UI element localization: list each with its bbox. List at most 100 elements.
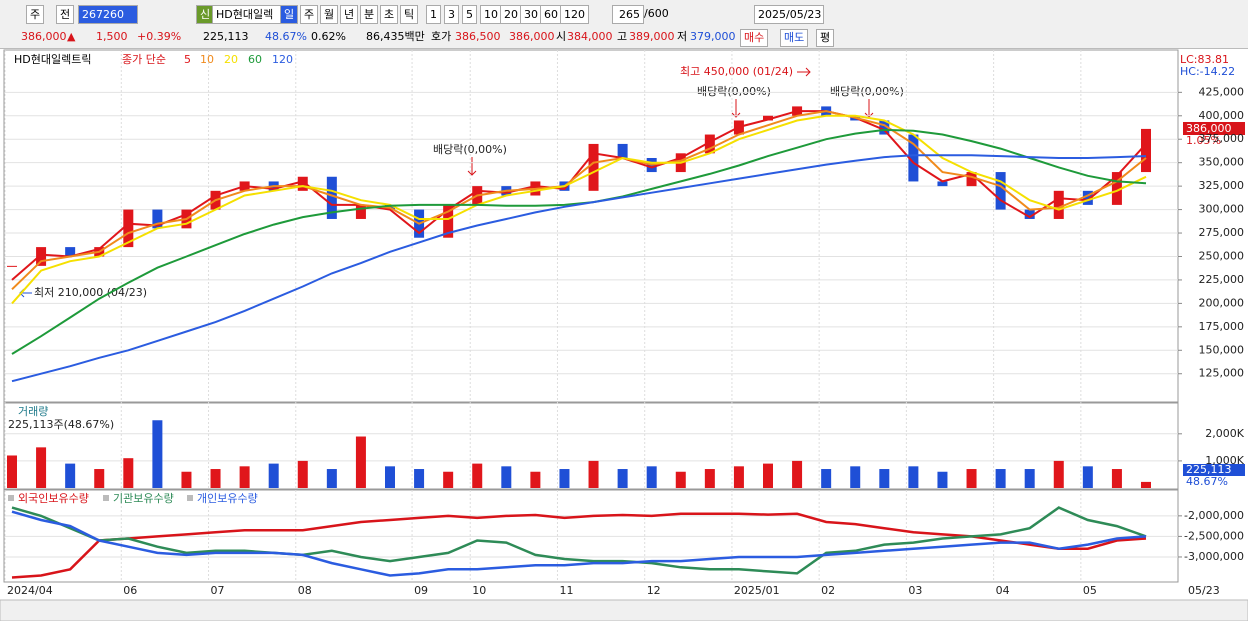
ma-line [11, 110, 1147, 281]
volume-bar [94, 469, 105, 488]
y-tick-label: 1,000K [1205, 454, 1244, 467]
open: 384,000 [567, 30, 613, 43]
period-button[interactable]: 일 [280, 5, 299, 24]
volume-bar [443, 471, 454, 488]
period-type[interactable]: 주 [26, 5, 45, 24]
volume-bar [879, 469, 890, 488]
candle [123, 209, 134, 248]
interval-button[interactable]: 120 [560, 5, 589, 24]
y-tick-label: 200,000 [1199, 296, 1245, 309]
interval-button[interactable]: 5 [462, 5, 477, 24]
y-tick-label: 250,000 [1199, 249, 1245, 262]
volume-bar [995, 469, 1006, 488]
x-tick-label: 12 [647, 584, 661, 597]
candle [1111, 172, 1122, 205]
volume-bar [966, 469, 977, 488]
y-tick-label: 225,000 [1199, 273, 1245, 286]
candle [617, 143, 628, 158]
candle [966, 172, 977, 187]
legend-title: HD현대일렉트릭 [14, 52, 91, 66]
candle [1053, 190, 1064, 219]
y-tick-label: 375,000 [1199, 132, 1245, 145]
candle [763, 115, 773, 121]
date-label: 05/23 [1188, 584, 1220, 597]
arrow: ▲ [67, 30, 76, 43]
count[interactable]: 265 [612, 5, 644, 24]
dividend-annotation: 배당락(0,00%) [433, 143, 507, 156]
volume-info: 225,113주(48.67%) [8, 418, 114, 431]
volume-bar [501, 466, 512, 488]
amount: 86,435백만 [366, 30, 425, 43]
period-button[interactable]: 틱 [400, 5, 419, 24]
legend-entry: 120 [272, 53, 293, 66]
change-pct: +0.39% [137, 30, 182, 43]
volume-bar [326, 469, 337, 488]
candle [588, 143, 599, 191]
volume-bar [646, 466, 657, 488]
legend-swatch [187, 495, 193, 501]
interval-button[interactable]: 30 [520, 5, 542, 24]
stock-name[interactable]: HD현대일렉 [212, 5, 282, 24]
volume-bar [704, 469, 715, 488]
candle [879, 120, 890, 135]
sell-button[interactable]: 매도 [780, 29, 809, 47]
low-annotation: 최저 210,000 (04/23) [34, 286, 147, 299]
legend-swatch [103, 495, 109, 501]
buy-button[interactable]: 매수 [740, 29, 769, 47]
candle [1024, 209, 1035, 219]
candle [7, 265, 17, 267]
ma-line [11, 154, 1147, 383]
y-tick-label: 2,000K [1205, 427, 1244, 440]
holding-line [11, 510, 1147, 577]
volume-title: 거래량 [18, 405, 48, 418]
holding-line [11, 512, 1147, 579]
x-tick-label: 03 [908, 584, 922, 597]
toolbar: 주 전 267260 신 HD현대일렉 일 주 월 년 분 초 틱 1 3 5 10 20 30 60 12… [0, 0, 1248, 29]
y-tick-label: 425,000 [1199, 85, 1245, 98]
interval-button[interactable]: 60 [540, 5, 562, 24]
count-max: /600 [644, 7, 669, 20]
volume-bar [821, 469, 832, 488]
x-tick-label: 02 [821, 584, 835, 597]
hc-label: HC:-14.22 [1180, 65, 1235, 78]
candle [326, 176, 337, 219]
volume-bar [1141, 481, 1151, 488]
volume-bar [559, 469, 570, 488]
eval-button[interactable]: 평 [816, 29, 835, 47]
period-button[interactable]: 주 [300, 5, 319, 24]
legend-entry: 10 [200, 53, 214, 66]
date-input[interactable]: 2025/05/23 [754, 5, 824, 24]
prev-button[interactable]: 전 [56, 5, 75, 24]
volume-pct: 48.67% [265, 30, 307, 43]
volume-bar [675, 471, 686, 488]
y-tick-label: 400,000 [1199, 109, 1245, 122]
interval-button[interactable]: 20 [500, 5, 522, 24]
bid-ask-label: 호가 [431, 30, 452, 43]
ma-line [11, 110, 1147, 291]
y-tick-label: 125,000 [1199, 367, 1245, 380]
y-tick-label: -2,000,000 [1184, 509, 1244, 522]
price-box [1183, 122, 1245, 135]
period-button[interactable]: 초 [380, 5, 399, 24]
interval-button[interactable]: 3 [444, 5, 459, 24]
code-input[interactable]: 267260 [78, 5, 138, 24]
x-tick-label: 2025/01 [734, 584, 780, 597]
volume-bar [36, 447, 47, 488]
high-label: 고 [617, 30, 628, 43]
period-button[interactable]: 년 [340, 5, 359, 24]
legend-entry: 60 [248, 53, 262, 66]
high-annotation: 최고 450,000 (01/24) [680, 65, 793, 78]
period-button[interactable]: 월 [320, 5, 339, 24]
interval-button[interactable]: 1 [426, 5, 441, 24]
scrollbar[interactable] [0, 599, 1248, 621]
x-tick-label: 10 [472, 584, 486, 597]
candle [297, 176, 308, 191]
volume-bar [733, 466, 744, 488]
change: 1,500 [96, 30, 128, 43]
period-button[interactable]: 분 [360, 5, 379, 24]
candle [1082, 190, 1093, 205]
background [0, 48, 1248, 621]
interval-button[interactable]: 10 [480, 5, 502, 24]
volume-bar [385, 466, 395, 488]
